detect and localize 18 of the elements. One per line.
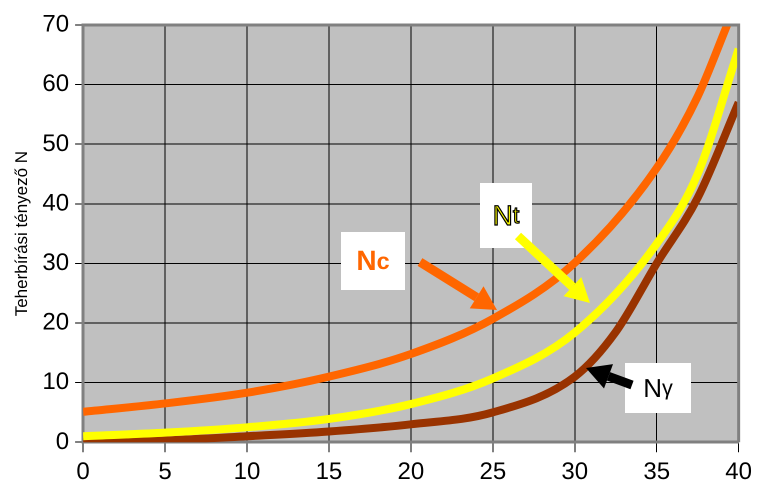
x-tick-label: 15 — [316, 458, 342, 486]
y-tick-label: 50 — [42, 130, 70, 157]
y-tick-label: 60 — [42, 70, 70, 98]
x-tick-label: 30 — [561, 458, 588, 486]
y-tick-label: 10 — [42, 368, 70, 396]
y-tick-label: 70 — [42, 10, 70, 38]
x-tick-label: 0 — [76, 458, 90, 486]
x-tick-label: 20 — [398, 458, 424, 486]
x-tick-label: 5 — [158, 458, 172, 486]
x-tick-label: 40 — [725, 458, 752, 486]
y-tick-label: 40 — [42, 189, 70, 216]
x-tick-label: 35 — [643, 458, 670, 486]
y-tick-label: 20 — [42, 308, 70, 336]
x-tick-label: 10 — [234, 458, 260, 486]
y-axis-title: Teherbírási tényező N — [12, 150, 31, 316]
y-tick-label: 30 — [42, 249, 70, 276]
x-tick-label: 25 — [479, 458, 506, 486]
y-tick-label: 0 — [56, 428, 70, 455]
